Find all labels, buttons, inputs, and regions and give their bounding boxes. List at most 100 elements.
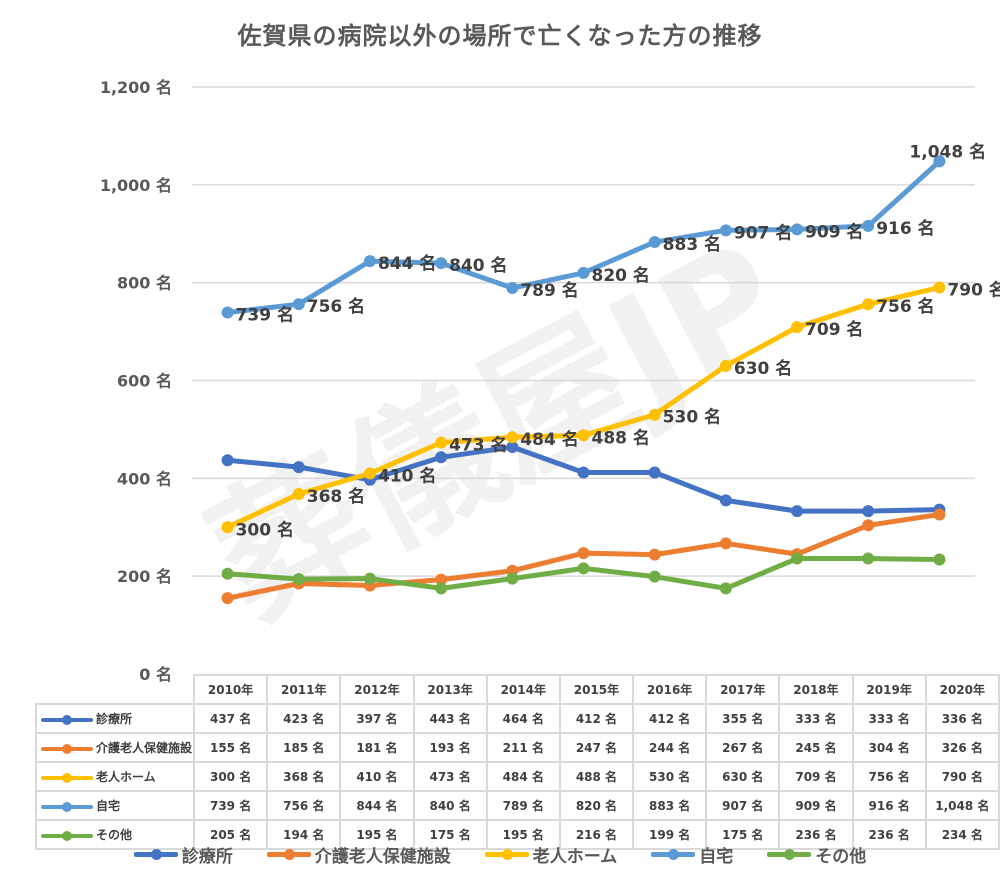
table-column-header: 2010年 — [192, 674, 269, 705]
table-cell: 333 名 — [851, 703, 927, 734]
table-series-name: その他 — [35, 819, 195, 850]
data-point — [933, 553, 946, 566]
data-label: 790 名 — [947, 280, 1000, 301]
data-point — [506, 572, 519, 585]
legend-key-icon — [41, 801, 93, 812]
data-point — [719, 224, 732, 237]
legend-label: 老人ホーム — [532, 847, 618, 867]
table-cell: 185 名 — [266, 732, 342, 763]
data-point — [933, 155, 946, 168]
y-tick-label: 400 名 — [117, 469, 172, 488]
data-label: 883 名 — [663, 234, 721, 255]
table-row: 自宅 739 名 756 名 844 名 840 名 789 名 820 名 883 名 907… — [35, 790, 1000, 821]
legend-key-icon — [266, 849, 311, 860]
data-label: 630 名 — [734, 358, 792, 379]
legend-key-icon — [41, 714, 93, 725]
table-cell: 195 名 — [485, 819, 561, 850]
legend-item: 介護老人保健施設 — [266, 842, 451, 867]
data-point — [933, 508, 946, 521]
data-label: 484 名 — [520, 429, 578, 450]
table-column-header: 2015年 — [558, 674, 635, 705]
data-label: 530 名 — [663, 407, 721, 428]
data-label: 410 名 — [378, 465, 436, 486]
data-label: 1,048 名 — [909, 141, 986, 162]
table-cell: 234 名 — [924, 819, 1000, 850]
data-point — [292, 487, 305, 500]
table-cell: 756 名 — [266, 790, 342, 821]
series-name-label: 診療所 — [96, 712, 133, 726]
legend-item: 自宅 — [651, 842, 733, 867]
data-point — [577, 547, 590, 560]
data-point — [648, 570, 661, 583]
table-cell: 473 名 — [412, 761, 488, 792]
table-cell: 244 名 — [632, 732, 708, 763]
data-point — [719, 359, 732, 372]
table-row: 老人ホーム 300 名 368 名 410 名 473 名 484 名 488 名 530 名… — [35, 761, 1000, 792]
data-point — [862, 298, 875, 311]
table-cell: 368 名 — [266, 761, 342, 792]
table-series-name: 自宅 — [35, 790, 195, 821]
table-cell: 789 名 — [485, 790, 561, 821]
y-tick-label: 1,200 名 — [100, 78, 172, 97]
data-point — [648, 408, 661, 421]
table-cell: 909 名 — [778, 790, 854, 821]
legend-key-icon — [651, 849, 696, 860]
data-point — [435, 573, 448, 586]
table-cell: 175 名 — [412, 819, 488, 850]
table-cell: 300 名 — [192, 761, 269, 792]
legend: 診療所 介護老人保健施設 老人ホーム 自宅 その他 — [0, 842, 1000, 867]
data-point — [435, 257, 448, 270]
data-point — [648, 236, 661, 249]
legend-key-icon — [484, 849, 529, 860]
data-label: 473 名 — [449, 435, 507, 456]
data-table: 2010年 2011年 2012年 2013年 2014年 2015年 2016年 2017年… — [35, 674, 1000, 850]
table-cell: 443 名 — [412, 703, 488, 734]
data-point — [719, 494, 732, 507]
table-cell: 205 名 — [192, 819, 269, 850]
table-column-header: 2018年 — [778, 674, 854, 705]
table-cell: 412 名 — [558, 703, 635, 734]
table-series-name: 介護老人保健施設 — [35, 732, 195, 763]
table-cell: 484 名 — [485, 761, 561, 792]
data-point — [221, 521, 234, 534]
table-cell: 245 名 — [778, 732, 854, 763]
table-cell: 840 名 — [412, 790, 488, 821]
legend-item: 診療所 — [133, 842, 233, 867]
data-point — [719, 582, 732, 595]
data-point — [221, 592, 234, 605]
table-cell: 236 名 — [778, 819, 854, 850]
data-point — [363, 467, 376, 480]
legend-label: 診療所 — [181, 847, 233, 867]
legend-item: 老人ホーム — [484, 842, 618, 867]
table-cell: 410 名 — [339, 761, 415, 792]
data-point — [363, 255, 376, 268]
table-cell: 844 名 — [339, 790, 415, 821]
table-cell: 820 名 — [558, 790, 635, 821]
table-column-header: 2012年 — [339, 674, 415, 705]
data-point — [577, 466, 590, 479]
table-column-header: 2011年 — [266, 674, 342, 705]
table-cell: 790 名 — [924, 761, 1000, 792]
data-point — [221, 454, 234, 467]
table-cell: 883 名 — [632, 790, 708, 821]
table-cell: 709 名 — [778, 761, 854, 792]
table-cell: 355 名 — [705, 703, 781, 734]
y-tick-label: 800 名 — [117, 274, 172, 293]
table-cell: 155 名 — [192, 732, 269, 763]
data-point — [506, 282, 519, 295]
table-cell: 267 名 — [705, 732, 781, 763]
data-point — [862, 219, 875, 232]
table-cell: 193 名 — [412, 732, 488, 763]
data-point — [292, 298, 305, 311]
legend-key-icon — [767, 849, 812, 860]
data-label: 916 名 — [876, 218, 934, 239]
data-point — [862, 505, 875, 518]
data-point — [648, 466, 661, 479]
data-label: 789 名 — [520, 280, 578, 301]
data-label: 488 名 — [592, 427, 650, 448]
table-column-header: 2014年 — [485, 674, 561, 705]
table-cell: 464 名 — [485, 703, 561, 734]
legend-key-icon — [133, 849, 178, 860]
